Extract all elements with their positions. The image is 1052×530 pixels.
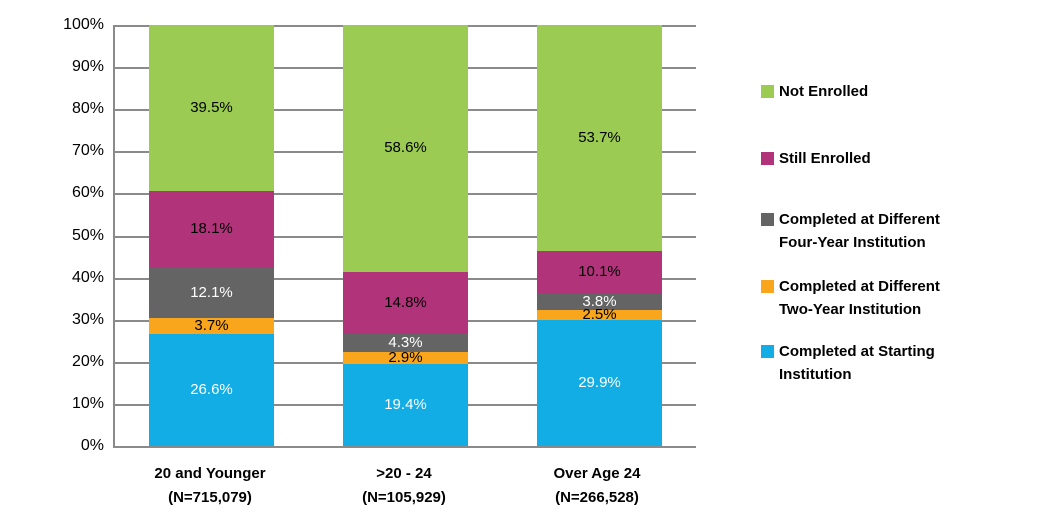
y-tick-label: 50% — [71, 226, 104, 244]
segment-value-label: 18.1% — [190, 220, 233, 238]
bar-segment: 39.5% — [149, 25, 274, 192]
segment-value-label: 4.3% — [388, 334, 423, 352]
legend-swatch-icon — [761, 213, 774, 226]
legend-label: Still Enrolled — [779, 150, 871, 167]
bar-segment: 4.3% — [343, 334, 468, 353]
category-label: >20 - 24 (N=105,929) — [362, 465, 446, 506]
segment-value-label: 19.4% — [384, 396, 427, 414]
legend-swatch-icon — [761, 280, 774, 293]
bar-segment: 29.9% — [537, 320, 662, 446]
legend-label: Completed at Starting Institution — [779, 343, 935, 383]
plot-area: 26.6% 3.7% 12.1% 18.1% 39.5% 19.4% 2.9% 4.3% 14.… — [113, 25, 696, 448]
y-tick-label: 20% — [71, 352, 104, 370]
category-label: Over Age 24 (N=266,528) — [553, 465, 641, 506]
y-tick-label: 80% — [71, 100, 104, 118]
segment-value-label: 2.9% — [388, 349, 423, 367]
bar-segment: 10.1% — [537, 251, 662, 294]
y-tick-label: 100% — [63, 16, 104, 33]
legend-item: Completed at Different Four-Year Institu… — [761, 208, 940, 254]
bar-segment: 19.4% — [343, 364, 468, 446]
legend-item: Not Enrolled — [761, 80, 868, 103]
bar-segment: 53.7% — [537, 25, 662, 252]
bar-segment: 2.9% — [343, 349, 468, 367]
y-tick-label: 90% — [71, 58, 104, 76]
bar-1: 26.6% 3.7% 12.1% 18.1% 39.5% — [149, 25, 274, 446]
bar-segment: 58.6% — [343, 25, 468, 272]
segment-value-label: 53.7% — [578, 129, 621, 147]
y-tick-label: 30% — [71, 310, 104, 328]
segment-value-label: 14.8% — [384, 293, 427, 311]
legend-item: Still Enrolled — [761, 147, 871, 170]
segment-value-label: 2.5% — [582, 305, 617, 323]
segment-value-label: 26.6% — [190, 381, 233, 398]
segment-value-label: 29.9% — [578, 374, 621, 392]
segment-value-label: 39.5% — [190, 99, 233, 117]
bar-2: 19.4% 2.9% 4.3% 14.8% 58.6% — [343, 25, 468, 446]
y-tick-label: 60% — [71, 184, 104, 202]
bar-segment: 3.7% — [149, 317, 274, 335]
y-tick-label: 40% — [71, 268, 104, 286]
y-tick-label: 70% — [71, 142, 104, 160]
y-tick-label: 0% — [80, 437, 104, 454]
bar-segment: 18.1% — [149, 191, 274, 268]
bar-segment: 12.1% — [149, 267, 274, 319]
segment-value-label: 3.7% — [194, 317, 229, 335]
legend-item: Completed at Starting Institution — [761, 340, 935, 386]
legend-label: Completed at Different Two-Year Institut… — [779, 278, 940, 318]
bar-3: 29.9% 2.5% 3.8% 10.1% 53.7% — [537, 25, 662, 446]
legend-swatch-icon — [761, 152, 774, 165]
legend-swatch-icon — [761, 85, 774, 98]
bar-segment: 26.6% — [149, 334, 274, 446]
y-tick-label: 10% — [71, 394, 104, 412]
bar-segment: 2.5% — [537, 306, 662, 323]
bar-segment: 3.8% — [537, 292, 662, 310]
bar-segment: 14.8% — [343, 271, 468, 335]
legend-swatch-icon — [761, 345, 774, 358]
segment-value-label: 12.1% — [190, 283, 233, 301]
legend-item: Completed at Different Two-Year Institut… — [761, 275, 940, 321]
legend-label: Completed at Different Four-Year Institu… — [779, 211, 940, 251]
segment-value-label: 3.8% — [582, 292, 617, 310]
category-label: 20 and Younger (N=715,079) — [154, 465, 266, 506]
legend-label: Not Enrolled — [779, 83, 869, 100]
segment-value-label: 10.1% — [578, 263, 621, 281]
segment-value-label: 58.6% — [384, 139, 427, 157]
